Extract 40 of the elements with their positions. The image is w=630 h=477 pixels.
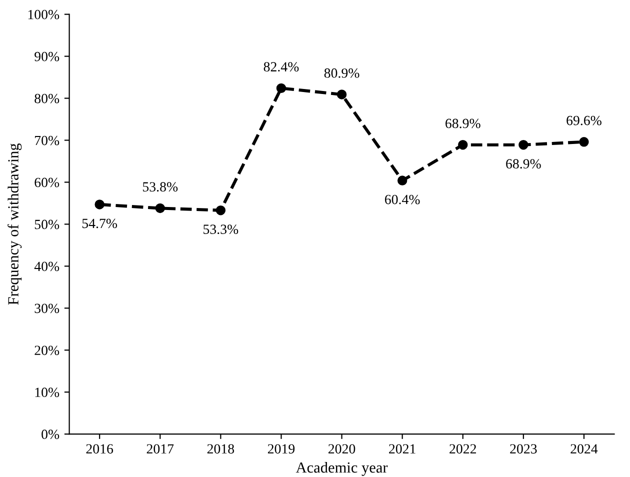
x-tick-label: 2020	[328, 444, 356, 454]
y-axis-title: Frequency of withdrawing	[8, 143, 22, 305]
y-tick-label: 80%	[34, 94, 60, 104]
y-tick-label: 60%	[34, 178, 60, 188]
x-tick-label: 2023	[510, 444, 537, 454]
x-tick-label: 2017	[146, 444, 174, 454]
y-tick-label: 0%	[42, 430, 60, 440]
y-tick-label: 90%	[34, 52, 60, 62]
point	[397, 176, 408, 186]
point	[518, 140, 528, 150]
y-tick-label: 40%	[34, 262, 60, 272]
y-tick-label: 50%	[34, 220, 60, 230]
y-tick-label: 100%	[28, 10, 60, 20]
y-tick-label: 10%	[35, 388, 60, 398]
x-tick-label: 2022	[450, 444, 476, 454]
point	[155, 203, 165, 214]
x-tick-label: 2021	[389, 444, 416, 454]
data-label: 82.4%	[264, 62, 299, 72]
x-tick-label: 2016	[86, 444, 114, 454]
data-label: 80.9%	[324, 68, 360, 78]
data-label: 60.4%	[384, 194, 420, 204]
data-label: 69.6%	[566, 116, 602, 126]
point	[216, 205, 226, 216]
x-tick-label: 2019	[268, 444, 295, 454]
x-axis-title: Academic year	[296, 462, 388, 476]
y-tick-label: 70%	[35, 136, 60, 146]
data-label: 68.9%	[446, 118, 480, 128]
y-tick-label: 20%	[34, 346, 60, 356]
data-label: 68.9%	[506, 159, 541, 169]
y-tick-label: 30%	[34, 304, 60, 314]
data-label: 54.7%	[82, 218, 118, 228]
point	[579, 137, 589, 147]
point	[94, 200, 104, 210]
point	[336, 90, 347, 100]
x-tick-label: 2018	[207, 444, 234, 454]
point	[276, 83, 286, 94]
point	[458, 140, 468, 150]
data-label: 53.8%	[142, 182, 178, 192]
data-label: 53.3%	[204, 224, 238, 234]
x-tick-label: 2024	[570, 444, 598, 454]
